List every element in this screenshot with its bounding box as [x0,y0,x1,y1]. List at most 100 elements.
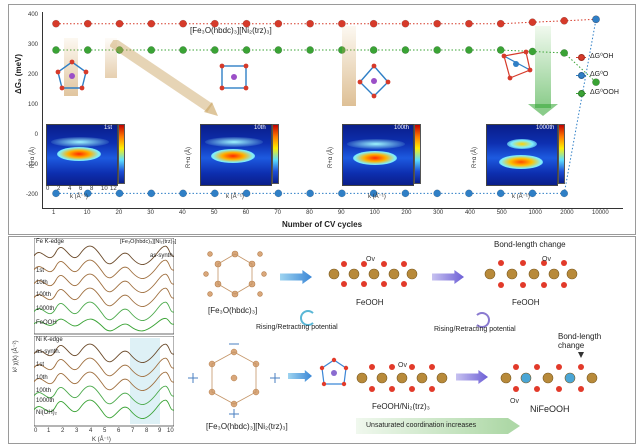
data-point [147,46,156,54]
wavelet-ylabel: R+α (Å) [328,147,334,168]
data-point [338,19,346,28]
legend-o-dot [578,72,585,79]
series-line-0 [56,18,597,25]
x-tick: 1000 [528,210,542,216]
scatter-chart [52,15,600,198]
x-tick: 40 [179,210,186,216]
ov-label: Ov [398,362,407,369]
exafs-ylabel: k² χ(k) (Å⁻²) [13,340,19,372]
bond-arrow-down [578,352,584,358]
rising-label-1: Rising/Retracting potential [256,324,338,331]
unsat-label: Unsaturated coordination increases [366,422,477,429]
data-point [242,189,251,198]
feooh-label-1: FeOOH [356,298,384,307]
wavelet-map [200,124,272,186]
wavelet-hotspot [347,139,405,149]
data-point [115,46,124,54]
wavelet-hotspot [499,155,543,169]
arrow-purple [432,270,464,284]
wavelet-k-ticks: 0 2 4 6 8 10 12 [46,186,117,192]
transition-arrow [342,26,356,106]
plot-area [42,12,623,209]
mof2-label: [Fe₃O(hbdc)₃][Ni₂(trz)₃] [206,422,288,431]
x-tick: 10000 [592,210,609,216]
data-point [147,189,156,198]
ni-trz-unit [319,357,349,387]
ni-label: as-synth. [36,349,61,355]
data-point [83,19,92,28]
x-tick: 20 [115,210,123,216]
x-tick: 90 [337,210,345,216]
data-point [83,46,92,54]
legend: ΔG⁰OH ΔG⁰O ΔG⁰OOH [576,53,632,112]
x-tick: 70 [274,210,282,216]
data-point [592,78,600,87]
y-tick: 400 [27,12,38,18]
fe-title: Fe K-edge [36,239,65,245]
wavelet-map [486,124,558,186]
feooh-label-2: FeOOH [512,298,540,307]
x-tick: 300 [433,210,444,216]
feooh-ni-label: FeOOH/Ni₂(trz)₃ [372,402,430,411]
wavelet-hotspot [353,151,397,165]
wavelet-map [46,124,118,186]
legend-oh-dot [578,54,585,61]
wavelet-hotspot [51,137,109,147]
bond-label-1: Bond-length change [494,240,566,249]
mof1-structure [203,250,267,298]
feooh-chain-1 [328,261,418,287]
data-point [52,46,60,54]
data-point [560,16,569,25]
x-ticks: 1 10 20 30 40 50 60 70 80 90 100 200 300 400 500 1000 20… [42,210,622,220]
cycle-icon-2 [474,312,490,328]
ni-label: 100th [36,388,52,394]
y-tick: -200 [25,192,38,198]
ov-label: Ov [542,256,551,263]
legend-o-label: ΔG⁰O [590,71,609,78]
exafs-ni [34,336,174,427]
data-point [465,189,473,198]
data-point [115,189,124,198]
feooh-ni-chain [356,364,448,392]
data-point [528,18,537,27]
data-point [433,19,442,28]
data-point [306,189,314,198]
ni-label: Ni(OH)₂ [36,410,57,416]
data-point [369,46,378,54]
data-point [433,189,442,198]
data-point [242,46,251,54]
data-point [496,189,505,198]
exafs-fe [34,238,174,335]
wavelet-ylabel: R+α (Å) [186,147,192,168]
ni-label: 1st [36,362,45,368]
wavelet-xlabel: k (Å⁻¹) [70,194,88,200]
colorbar [414,124,421,184]
data-point [210,19,219,28]
data-point [338,189,346,198]
x-tick: 10 [83,210,91,216]
data-point [52,189,60,198]
wavelet-hotspot [57,147,101,161]
data-point [401,189,410,198]
colorbar [558,124,565,184]
ov-label: Ov [510,398,519,405]
wavelet-xlabel: k (Å⁻¹) [512,194,530,200]
mof2-structure [188,343,280,418]
data-point [179,46,187,54]
arrow-blue [280,270,312,284]
fe-label: 1st [36,268,45,274]
legend-title: [Fe₃O(hbdc)₃][Ni₂(trz)₃] [190,26,272,35]
data-point [274,189,283,198]
data-point [560,49,569,57]
arrow-head-green [528,104,558,116]
x-tick: 80 [306,210,313,216]
ni-label: 10th [36,375,48,381]
colorbar [272,124,279,184]
data-point [496,46,505,54]
data-point [560,189,569,198]
wavelet-corner: 1st [104,125,113,131]
x-tick: 100 [369,210,380,216]
y-ticks: 400 300 200 100 0 -100 -200 [22,12,38,217]
wavelet-hotspot [211,149,255,163]
y-tick: 0 [34,132,38,138]
